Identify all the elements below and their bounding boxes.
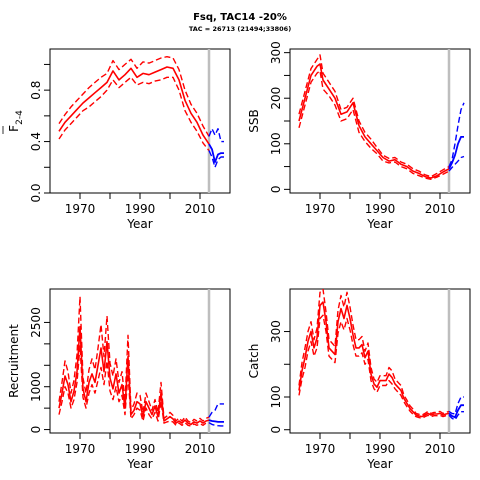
- fbar-projection-median-line: [208, 143, 224, 163]
- recruitment-xtick-label: 1990: [125, 442, 156, 456]
- catch-projection-lower-line: [448, 411, 464, 421]
- recruitment-ytick-label: 0: [29, 426, 43, 434]
- catch-xtick-label: 1970: [305, 442, 336, 456]
- catch-projection-median-line: [448, 404, 464, 419]
- fbar-xlabel: Year: [126, 217, 152, 231]
- figure-title: Fsq, TAC14 -20%: [193, 12, 287, 23]
- catch-xtick-label: 1990: [365, 442, 396, 456]
- recruitment-ylabel: Recruitment: [7, 324, 21, 398]
- panel-catch: 1970 1990 2010 0 100 300 Year Catch: [247, 288, 471, 471]
- ssb-xtick-label: 2010: [425, 202, 456, 216]
- ssb-history-median-line: [298, 63, 450, 179]
- recruitment-history-upper-line: [58, 296, 210, 424]
- fbar-xtick-label: 1970: [65, 202, 96, 216]
- ssb-xtick-label: 1970: [305, 202, 336, 216]
- fbar-xtick-label: 1990: [125, 202, 156, 216]
- fbar-history-lower-line: [58, 76, 210, 152]
- recruitment-projection-median-line: [208, 419, 224, 423]
- fbar-plot-area: [58, 49, 224, 193]
- fbar-ylabel: F2-4: [7, 110, 25, 132]
- recruitment-xlabel: Year: [126, 457, 152, 471]
- figure-subtitle: TAC = 26713 (21494;33806): [189, 25, 291, 33]
- catch-frame: [289, 288, 471, 434]
- recruitment-projection-lower-line: [208, 422, 224, 427]
- ssb-xtick-label: 1990: [365, 202, 396, 216]
- ssb-ytick-label: 200: [269, 87, 283, 110]
- fbar-ytick-label: 0.8: [29, 81, 43, 100]
- catch-history-lower-line: [298, 314, 450, 419]
- panel-recruitment: 1970 1990 2010 0 1000 2500 Year Recruitment: [7, 288, 231, 471]
- panel-fbar: 1970 1990 2010 0.0 0.4 0.8 Year F2-4: [2, 48, 231, 231]
- panel-ssb: 1970 1990 2010 0 100 200 300 Year SSB: [247, 41, 471, 231]
- fbar-frame: [49, 48, 231, 194]
- catch-ytick-label: 0: [269, 426, 283, 434]
- catch-plot-area: [298, 289, 464, 433]
- recruitment-history-lower-line: [58, 345, 210, 427]
- catch-ytick-label: 100: [269, 386, 283, 409]
- recruitment-xtick-label: 2010: [185, 442, 216, 456]
- catch-ylabel: Catch: [247, 344, 261, 379]
- ssb-ytick-label: 0: [269, 186, 283, 194]
- fbar-ylabel-main: F: [7, 125, 21, 132]
- ssb-projection-upper-line: [448, 102, 465, 167]
- recruitment-ytick-label: 2500: [29, 307, 43, 338]
- ssb-xlabel: Year: [366, 217, 392, 231]
- ssb-ylabel: SSB: [247, 109, 261, 132]
- catch-xlabel: Year: [366, 457, 392, 471]
- ssb-history-upper-line: [298, 54, 450, 178]
- ssb-projection-median-line: [448, 136, 464, 170]
- recruitment-xtick-label: 1970: [65, 442, 96, 456]
- fbar-history-median-line: [58, 66, 210, 145]
- catch-ytick-label: 300: [269, 320, 283, 343]
- fbar-ytick-label: 0.4: [29, 132, 43, 151]
- fbar-ytick-label: 0.0: [29, 183, 43, 202]
- ssb-plot-area: [298, 49, 465, 193]
- fbar-projection-lower-line: [208, 150, 224, 168]
- recruitment-history-median-line: [58, 325, 210, 426]
- fbar-ylabel-sub: 2-4: [15, 110, 25, 125]
- recruitment-plot-area: [58, 289, 224, 433]
- fbar-history-upper-line: [58, 56, 210, 137]
- ssb-ytick-label: 300: [269, 41, 283, 64]
- recruitment-projection-upper-line: [208, 403, 224, 418]
- ssb-projection-lower-line: [448, 155, 465, 172]
- recruitment-ytick-label: 1000: [29, 371, 43, 402]
- catch-history-median-line: [298, 301, 450, 418]
- catch-history-upper-line: [298, 289, 450, 416]
- fbar-xtick-label: 2010: [185, 202, 216, 216]
- catch-xtick-label: 2010: [425, 442, 456, 456]
- fbar-projection-upper-line: [208, 127, 224, 143]
- catch-projection-upper-line: [448, 396, 464, 415]
- ssb-ytick-label: 100: [269, 132, 283, 155]
- ssb-history-lower-line: [298, 70, 450, 180]
